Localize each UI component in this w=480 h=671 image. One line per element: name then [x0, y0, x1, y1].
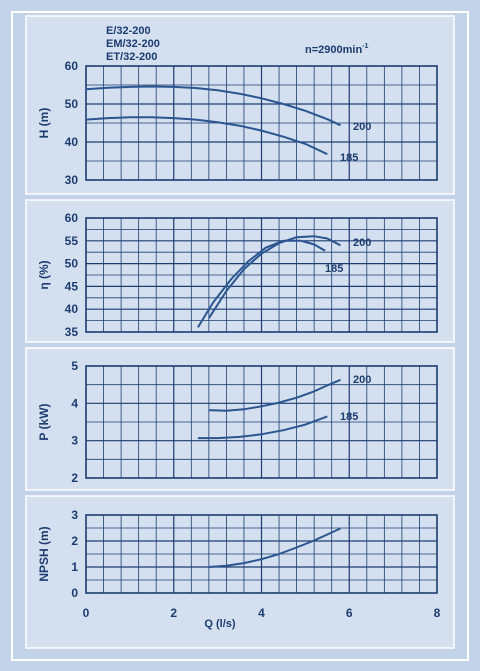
power-curve-185 [197, 415, 328, 440]
speed-label: n=2900min-1 [305, 43, 369, 56]
npsh-curve-0 [208, 527, 341, 568]
speed-label-exponent: -1 [362, 43, 368, 50]
efficiency-y-axis-label: η (%) [37, 260, 51, 289]
power-y-tick-label: 2 [71, 471, 78, 485]
x-tick-label: 4 [258, 606, 265, 620]
efficiency-y-tick-label: 40 [65, 302, 79, 316]
head-chart: 30 40 50 60 H (m) [37, 59, 438, 187]
efficiency-y-tick-label: 60 [65, 211, 79, 225]
power-y-axis-label: P (kW) [37, 403, 51, 440]
head-curve-185 [85, 116, 328, 156]
power-curve-200 [208, 378, 341, 412]
npsh-y-tick-label: 2 [71, 534, 78, 548]
curve-label-efficiency-200: 200 [353, 237, 371, 249]
x-axis-label: Q (l/s) [204, 618, 236, 630]
curve-label-head-185: 185 [340, 152, 358, 164]
model-label-1: E/32-200 [106, 25, 151, 37]
x-axis-ticks: 0 2 4 6 8 [83, 606, 441, 620]
curve-label-efficiency-185: 185 [325, 263, 343, 275]
power-y-tick-label: 5 [71, 359, 78, 373]
npsh-chart: 0 1 2 3 NPSH (m) [37, 508, 438, 600]
head-y-tick-label: 50 [65, 97, 79, 111]
model-label-2: EM/32-200 [106, 38, 160, 50]
efficiency-chart: 35 40 45 50 55 60 η (%) [37, 211, 438, 339]
curve-label-head-200: 200 [353, 121, 371, 133]
curve-label-power-200: 200 [353, 374, 371, 386]
npsh-y-axis-label: NPSH (m) [37, 526, 51, 581]
curve-label-power-185: 185 [340, 411, 358, 423]
power-chart: 2 3 4 5 P (kW) [37, 359, 438, 485]
speed-label-text: n=2900min [305, 44, 362, 56]
x-tick-label: 6 [346, 606, 353, 620]
npsh-y-tick-label: 0 [71, 586, 78, 600]
head-y-axis-label: H (m) [37, 108, 51, 139]
head-curve-200 [85, 85, 341, 127]
power-y-tick-label: 4 [71, 396, 78, 410]
efficiency-y-tick-label: 55 [65, 234, 79, 248]
npsh-y-tick-label: 3 [71, 508, 78, 522]
efficiency-y-tick-label: 50 [65, 257, 79, 271]
efficiency-y-tick-label: 45 [65, 279, 79, 293]
outer-frame [11, 11, 469, 661]
efficiency-curve-185 [197, 239, 326, 328]
x-tick-label: 2 [170, 606, 177, 620]
head-y-tick-label: 30 [65, 173, 79, 187]
model-label-3: ET/32-200 [106, 51, 157, 63]
x-tick-label: 0 [83, 606, 90, 620]
power-y-tick-label: 3 [71, 434, 78, 448]
head-y-tick-label: 60 [65, 59, 79, 73]
npsh-y-tick-label: 1 [71, 560, 78, 574]
head-y-tick-label: 40 [65, 135, 79, 149]
x-tick-label: 8 [434, 606, 441, 620]
efficiency-y-tick-label: 35 [65, 325, 79, 339]
